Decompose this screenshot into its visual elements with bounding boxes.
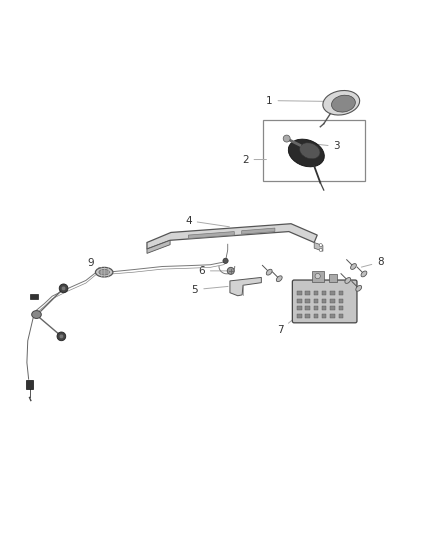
Ellipse shape bbox=[32, 311, 41, 318]
Bar bbox=[330, 313, 335, 318]
Bar bbox=[263, 120, 365, 181]
Bar bbox=[297, 306, 301, 310]
Bar bbox=[339, 306, 343, 310]
Ellipse shape bbox=[288, 139, 324, 167]
Ellipse shape bbox=[332, 95, 355, 112]
Bar bbox=[330, 292, 335, 295]
Bar bbox=[297, 313, 301, 318]
Polygon shape bbox=[230, 277, 261, 296]
Bar bbox=[30, 294, 38, 299]
Bar bbox=[322, 292, 326, 295]
Circle shape bbox=[59, 334, 64, 338]
Bar bbox=[339, 313, 343, 318]
Text: 4: 4 bbox=[185, 216, 230, 227]
Ellipse shape bbox=[345, 278, 351, 284]
Circle shape bbox=[61, 286, 66, 290]
Circle shape bbox=[315, 273, 320, 279]
Bar bbox=[330, 306, 335, 310]
Circle shape bbox=[223, 258, 228, 263]
Polygon shape bbox=[314, 243, 323, 251]
Text: 5: 5 bbox=[192, 285, 228, 295]
Text: 3: 3 bbox=[311, 141, 340, 151]
Ellipse shape bbox=[266, 269, 272, 275]
Text: 1: 1 bbox=[266, 95, 330, 106]
Bar bbox=[305, 313, 310, 318]
Polygon shape bbox=[147, 224, 317, 249]
Text: 8: 8 bbox=[361, 257, 384, 267]
Polygon shape bbox=[147, 240, 170, 253]
Circle shape bbox=[227, 268, 234, 274]
Bar bbox=[339, 292, 343, 295]
Ellipse shape bbox=[356, 285, 362, 291]
Circle shape bbox=[319, 244, 322, 247]
Ellipse shape bbox=[95, 268, 113, 277]
Ellipse shape bbox=[276, 276, 282, 281]
Bar bbox=[26, 380, 33, 389]
Bar bbox=[329, 274, 337, 282]
Bar bbox=[339, 299, 343, 303]
Bar bbox=[311, 271, 324, 282]
FancyBboxPatch shape bbox=[292, 280, 357, 323]
Circle shape bbox=[57, 332, 66, 341]
Bar bbox=[305, 292, 310, 295]
Ellipse shape bbox=[99, 269, 110, 275]
Bar bbox=[330, 299, 335, 303]
Bar bbox=[314, 313, 318, 318]
Circle shape bbox=[319, 248, 322, 252]
Circle shape bbox=[59, 284, 68, 293]
Ellipse shape bbox=[323, 91, 360, 115]
Bar bbox=[305, 299, 310, 303]
Bar bbox=[322, 299, 326, 303]
Text: 9: 9 bbox=[87, 258, 102, 269]
Circle shape bbox=[283, 135, 290, 142]
Bar bbox=[314, 299, 318, 303]
Bar bbox=[297, 292, 301, 295]
Bar bbox=[314, 292, 318, 295]
Polygon shape bbox=[242, 228, 275, 234]
Bar bbox=[297, 299, 301, 303]
Bar bbox=[314, 306, 318, 310]
Ellipse shape bbox=[361, 271, 367, 277]
Text: 6: 6 bbox=[198, 266, 228, 276]
Bar bbox=[322, 313, 326, 318]
Text: 2: 2 bbox=[242, 155, 266, 165]
Ellipse shape bbox=[350, 264, 357, 269]
Polygon shape bbox=[188, 231, 234, 239]
Bar bbox=[305, 306, 310, 310]
Bar bbox=[322, 306, 326, 310]
Ellipse shape bbox=[300, 143, 320, 159]
Text: 7: 7 bbox=[277, 318, 295, 335]
